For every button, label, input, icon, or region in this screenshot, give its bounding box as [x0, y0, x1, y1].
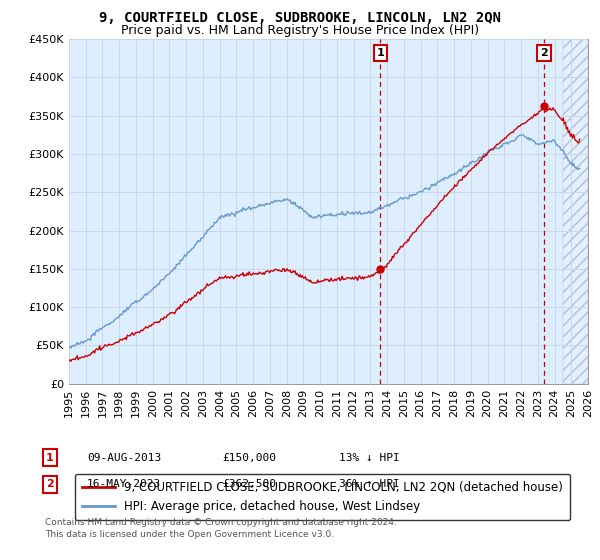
Text: Price paid vs. HM Land Registry's House Price Index (HPI): Price paid vs. HM Land Registry's House …	[121, 24, 479, 36]
Text: £362,500: £362,500	[222, 479, 276, 489]
Text: 09-AUG-2013: 09-AUG-2013	[87, 452, 161, 463]
Legend: 9, COURTFIELD CLOSE, SUDBROOKE, LINCOLN, LN2 2QN (detached house), HPI: Average : 9, COURTFIELD CLOSE, SUDBROOKE, LINCOLN,…	[75, 474, 571, 520]
Text: 2: 2	[540, 48, 548, 58]
Bar	[380, 39, 544, 384]
Text: 2: 2	[46, 479, 53, 489]
Text: 36% ↑ HPI: 36% ↑ HPI	[339, 479, 400, 489]
Text: £150,000: £150,000	[222, 452, 276, 463]
Text: 13% ↓ HPI: 13% ↓ HPI	[339, 452, 400, 463]
Text: Contains HM Land Registry data © Crown copyright and database right 2024.: Contains HM Land Registry data © Crown c…	[45, 518, 397, 527]
Text: 16-MAY-2023: 16-MAY-2023	[87, 479, 161, 489]
Text: 1: 1	[377, 48, 384, 58]
Bar	[563, 39, 588, 384]
Text: This data is licensed under the Open Government Licence v3.0.: This data is licensed under the Open Gov…	[45, 530, 334, 539]
Text: 9, COURTFIELD CLOSE, SUDBROOKE, LINCOLN, LN2 2QN: 9, COURTFIELD CLOSE, SUDBROOKE, LINCOLN,…	[99, 11, 501, 25]
Text: 1: 1	[46, 452, 53, 463]
